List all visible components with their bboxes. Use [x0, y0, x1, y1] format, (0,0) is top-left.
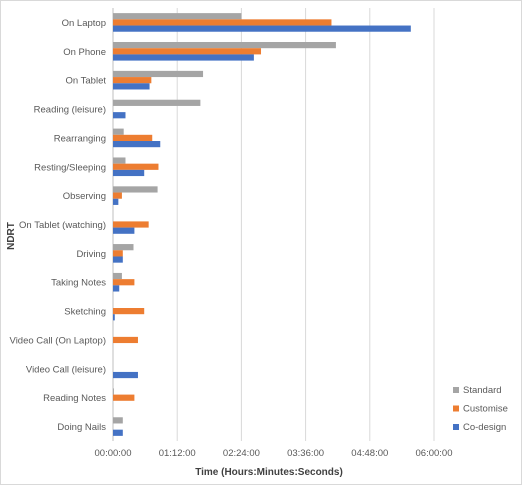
- bar-customise-resting-sleeping: [113, 163, 159, 170]
- x-tick-label: 06:00:00: [416, 448, 453, 459]
- bar-standard-reading-notes: [113, 388, 114, 395]
- x-tick-label: 01:12:00: [159, 448, 196, 459]
- bar-standard-reading-leisure: [113, 99, 201, 106]
- x-tick-label: 00:00:00: [95, 448, 132, 459]
- legend-label-standard: Standard: [463, 385, 502, 396]
- y-tick-label: Driving: [76, 249, 106, 260]
- y-tick-label: On Phone: [63, 47, 106, 58]
- y-tick-label: Rearranging: [54, 133, 106, 144]
- bar-co-design-reading-leisure: [113, 112, 126, 119]
- bar-co-design-on-phone: [113, 54, 254, 61]
- bar-customise-taking-notes: [113, 279, 135, 286]
- bar-co-design-on-tablet-watching: [113, 227, 135, 234]
- bar-customise-on-laptop: [113, 19, 332, 26]
- bar-customise-on-phone: [113, 48, 262, 55]
- y-axis-title: NDRT: [6, 222, 17, 250]
- y-tick-label: Video Call (On Laptop): [10, 335, 106, 346]
- y-tick-label: On Tablet (watching): [19, 220, 106, 231]
- bar-customise-on-tablet: [113, 77, 152, 84]
- bar-co-design-sketching: [113, 314, 115, 321]
- x-axis-title: Time (Hours:Minutes:Seconds): [195, 467, 343, 478]
- legend-swatch-standard: [453, 387, 459, 393]
- bar-co-design-doing-nails: [113, 429, 123, 436]
- legend-label-co-design: Co-design: [463, 422, 506, 433]
- bar-co-design-observing: [113, 198, 119, 205]
- bar-customise-observing: [113, 192, 122, 199]
- bar-standard-observing: [113, 186, 158, 193]
- y-tick-label: Reading Notes: [43, 393, 106, 404]
- y-tick-label: Sketching: [64, 307, 106, 318]
- bar-co-design-taking-notes: [113, 285, 120, 292]
- bar-co-design-on-laptop: [113, 25, 411, 32]
- legend-label-customise: Customise: [463, 404, 508, 415]
- bar-co-design-on-tablet: [113, 83, 150, 90]
- y-tick-label: Reading (leisure): [34, 105, 106, 116]
- y-tick-label: Doing Nails: [57, 422, 106, 433]
- bar-co-design-rearranging: [113, 141, 161, 148]
- bar-standard-on-phone: [113, 42, 336, 49]
- bar-customise-sketching: [113, 308, 145, 315]
- bar-co-design-driving: [113, 256, 123, 263]
- bar-standard-rearranging: [113, 128, 124, 135]
- y-tick-labels: On Laptop On Phone On Tablet Reading (leisu…: [10, 18, 107, 433]
- x-tick-labels: 00:00:00 01:12:00 02:24:00 03:36:00 04:48:00…: [95, 448, 453, 459]
- bar-co-design-resting-sleeping: [113, 169, 145, 177]
- y-tick-label: Video Call (leisure): [26, 364, 106, 375]
- x-tick-label: 04:48:00: [351, 448, 388, 459]
- legend-swatch-customise: [453, 405, 459, 412]
- bar-standard-on-tablet: [113, 70, 204, 78]
- bar-standard-on-laptop: [113, 13, 242, 20]
- bar-customise-video-call-on-laptop: [113, 336, 138, 344]
- bar-co-design-video-call-leisure: [113, 371, 138, 379]
- bar-customise-on-tablet-watching: [113, 221, 149, 228]
- bar-standard-driving: [113, 244, 134, 251]
- bar-customise-reading-notes: [113, 394, 135, 401]
- x-tick-label: 02:24:00: [223, 448, 260, 459]
- x-tick-label: 03:36:00: [287, 448, 324, 459]
- bar-standard-resting-sleeping: [113, 157, 126, 164]
- bars: [113, 13, 411, 436]
- bar-customise-driving: [113, 250, 123, 257]
- y-tick-label: Observing: [63, 191, 106, 202]
- y-tick-label: On Laptop: [62, 18, 106, 29]
- bar-standard-taking-notes: [113, 272, 122, 280]
- y-tick-label: On Tablet: [66, 76, 107, 87]
- bar-standard-doing-nails: [113, 417, 123, 424]
- bar-customise-rearranging: [113, 134, 153, 141]
- legend-swatch-co-design: [453, 424, 459, 430]
- y-tick-label: Taking Notes: [51, 278, 106, 289]
- legend: Standard Customise Co-design: [453, 385, 508, 433]
- gridlines: [112, 8, 435, 441]
- y-tick-label: Resting/Sleeping: [34, 162, 106, 173]
